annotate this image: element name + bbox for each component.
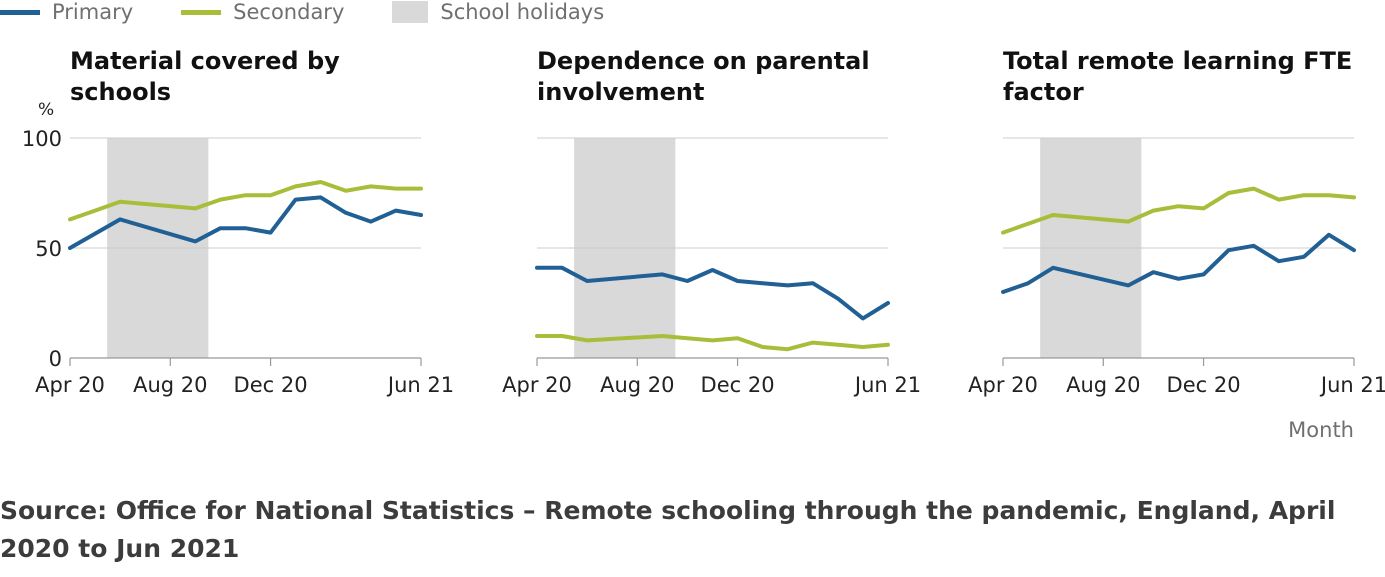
x-tick-label: Apr 20 — [35, 373, 105, 397]
series-line-secondary-0 — [68, 180, 423, 222]
x-tick-label: Apr 20 — [968, 373, 1038, 397]
x-tick-label: Apr 20 — [502, 373, 572, 397]
y-tick-label: 100 — [22, 127, 62, 151]
legend-swatch-secondary — [181, 9, 222, 15]
series-line-primary-2 — [1001, 232, 1356, 294]
legend-item-secondary: Secondary — [181, 0, 344, 24]
legend-label-holidays: School holidays — [440, 0, 605, 24]
series-line-secondary-1 — [535, 334, 890, 352]
x-tick-label: Jun 21 — [386, 373, 454, 397]
y-unit-label: % — [38, 100, 54, 120]
x-axis-title: Month — [1288, 418, 1354, 442]
x-tick-label: Aug 20 — [133, 373, 207, 397]
panel-title-material: Material covered by schools — [70, 47, 340, 106]
x-tick-label: Aug 20 — [600, 373, 674, 397]
x-tick-label: Aug 20 — [1066, 373, 1140, 397]
legend-item-holidays: School holidays — [392, 0, 604, 24]
x-tick-label: Dec 20 — [701, 373, 775, 397]
chart-legend: Primary Secondary School holidays — [0, 0, 652, 24]
series-line-primary-0 — [68, 195, 423, 250]
x-tick-label: Jun 21 — [1319, 373, 1385, 397]
x-tick-label: Dec 20 — [234, 373, 308, 397]
panel-title-fte: Total remote learning FTE factor — [1003, 47, 1353, 106]
x-tick-label: Jun 21 — [853, 373, 921, 397]
x-tick-label: Dec 20 — [1167, 373, 1241, 397]
series-line-primary-1 — [535, 265, 890, 321]
source-note: Source: Office for National Statistics –… — [0, 496, 1336, 563]
legend-item-primary: Primary — [0, 0, 133, 24]
small-multiples-chart: 0 50 100% Apr 20 Aug 20 Dec 20 Jun 21 Apr 20 Aug… — [22, 100, 1385, 442]
y-tick-label: 0 — [49, 347, 62, 371]
y-tick-label: 50 — [35, 237, 62, 261]
legend-label-primary: Primary — [52, 0, 134, 24]
legend-label-secondary: Secondary — [233, 0, 345, 24]
series-line-secondary-2 — [1001, 186, 1356, 235]
legend-swatch-primary — [0, 9, 40, 15]
legend-swatch-holidays — [392, 1, 429, 23]
panel-title-parental: Dependence on parental involvement — [537, 47, 870, 106]
